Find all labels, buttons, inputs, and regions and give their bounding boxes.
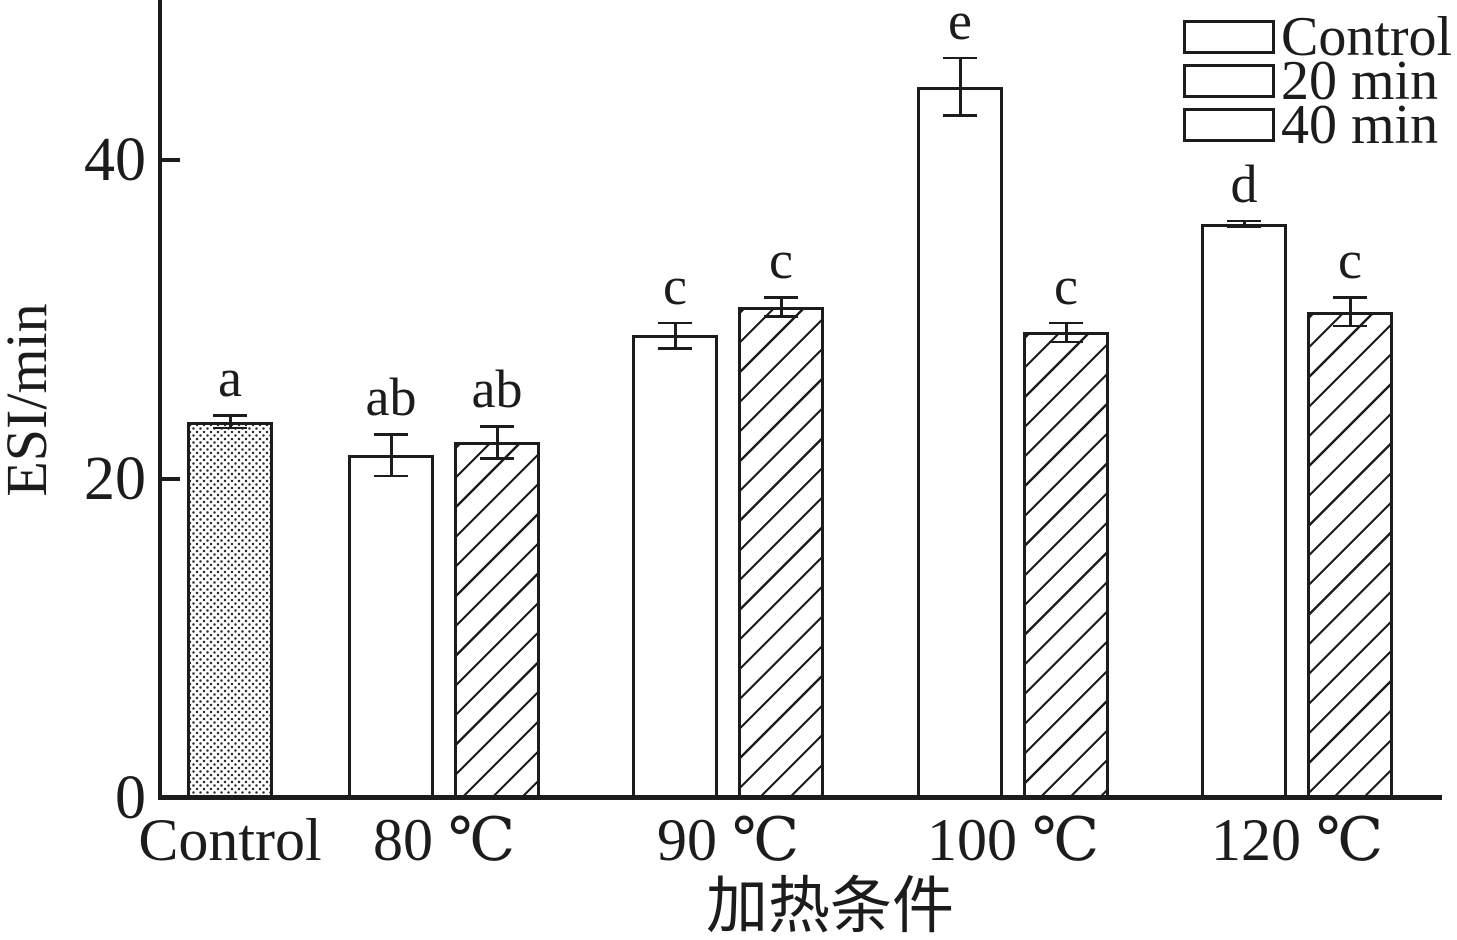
- x-category-label: 100 ℃: [926, 807, 1100, 873]
- legend: Control 20 min 40 min: [1183, 6, 1453, 156]
- bar-40-min-100: [1023, 332, 1109, 798]
- bar-20-min-120: [1201, 223, 1287, 798]
- error-bar-line: [1243, 220, 1246, 227]
- error-bar-cap-bottom: [1227, 225, 1261, 229]
- error-bar-cap-top: [480, 425, 514, 428]
- error-bar-line: [496, 426, 499, 459]
- error-bar-cap-bottom: [374, 474, 408, 478]
- bar-20-min-100: [917, 86, 1003, 798]
- error-bar-line: [1065, 322, 1068, 342]
- x-axis-title: 加热条件: [705, 873, 955, 940]
- error-bar-cap-bottom: [943, 114, 977, 117]
- bar-control-control: [187, 421, 273, 798]
- significance-letter: c: [663, 255, 687, 316]
- error-bar-cap-top: [943, 56, 977, 60]
- y-axis-title: ESI/min: [0, 303, 59, 497]
- error-bar-cap-bottom: [658, 347, 692, 350]
- legend-label: 40 min: [1281, 94, 1439, 156]
- legend-label: Control: [1281, 6, 1453, 68]
- error-bar-cap-bottom: [764, 315, 798, 318]
- x-category-label: 80 ℃: [372, 807, 516, 873]
- bar-40-min-120: [1307, 311, 1393, 798]
- significance-letter: c: [769, 230, 793, 291]
- legend-swatch-hatch: [1183, 108, 1275, 142]
- error-bar-cap-bottom: [1049, 340, 1083, 344]
- x-category-label: Control: [138, 807, 322, 873]
- significance-letter: ab: [365, 367, 417, 428]
- legend-swatch-dots: [1183, 20, 1275, 54]
- legend-item-control: Control: [1183, 6, 1453, 68]
- significance-letter: a: [218, 348, 242, 409]
- error-bar-cap-top: [1227, 219, 1261, 223]
- y-tick-label: 20: [84, 445, 146, 513]
- x-category-label: 120 ℃: [1210, 807, 1384, 873]
- bar-20-min-90: [632, 335, 718, 798]
- bar-40-min-90: [738, 306, 824, 798]
- error-bar-line: [780, 297, 783, 317]
- significance-letter: d: [1230, 153, 1258, 214]
- error-bar-cap-top: [658, 321, 692, 325]
- significance-letter: c: [1054, 255, 1078, 316]
- legend-item-20-min: 20 min: [1183, 50, 1452, 112]
- x-category-label: 90 ℃: [656, 807, 800, 873]
- y-tick-label: 0: [115, 764, 146, 832]
- legend-swatch-plain: [1183, 64, 1275, 98]
- error-bar-line: [674, 322, 677, 349]
- bar-20-min-80: [348, 455, 434, 798]
- error-bar-line: [1349, 297, 1352, 326]
- error-bar-cap-bottom: [213, 426, 247, 430]
- error-bar-line: [959, 57, 962, 116]
- error-bar-cap-top: [1333, 296, 1367, 299]
- error-bar-cap-top: [764, 296, 798, 299]
- error-bar-cap-bottom: [1333, 324, 1367, 328]
- y-tick-mark: [160, 158, 180, 162]
- error-bar-line: [229, 415, 232, 428]
- legend-label: 20 min: [1281, 50, 1439, 112]
- legend-item-40-min: 40 min: [1183, 94, 1452, 156]
- y-tick-mark: [160, 477, 180, 481]
- significance-letter: ab: [471, 359, 523, 420]
- significance-letter: e: [948, 0, 972, 51]
- error-bar-cap-bottom: [480, 457, 514, 460]
- error-bar-cap-top: [1049, 321, 1083, 325]
- y-axis-line: [158, 0, 162, 800]
- error-bar-cap-top: [374, 433, 408, 436]
- error-bar-line: [390, 434, 393, 476]
- bar-40-min-80: [454, 442, 540, 798]
- significance-letter: c: [1338, 230, 1362, 291]
- error-bar-cap-top: [213, 414, 247, 417]
- y-tick-label: 40: [84, 126, 146, 194]
